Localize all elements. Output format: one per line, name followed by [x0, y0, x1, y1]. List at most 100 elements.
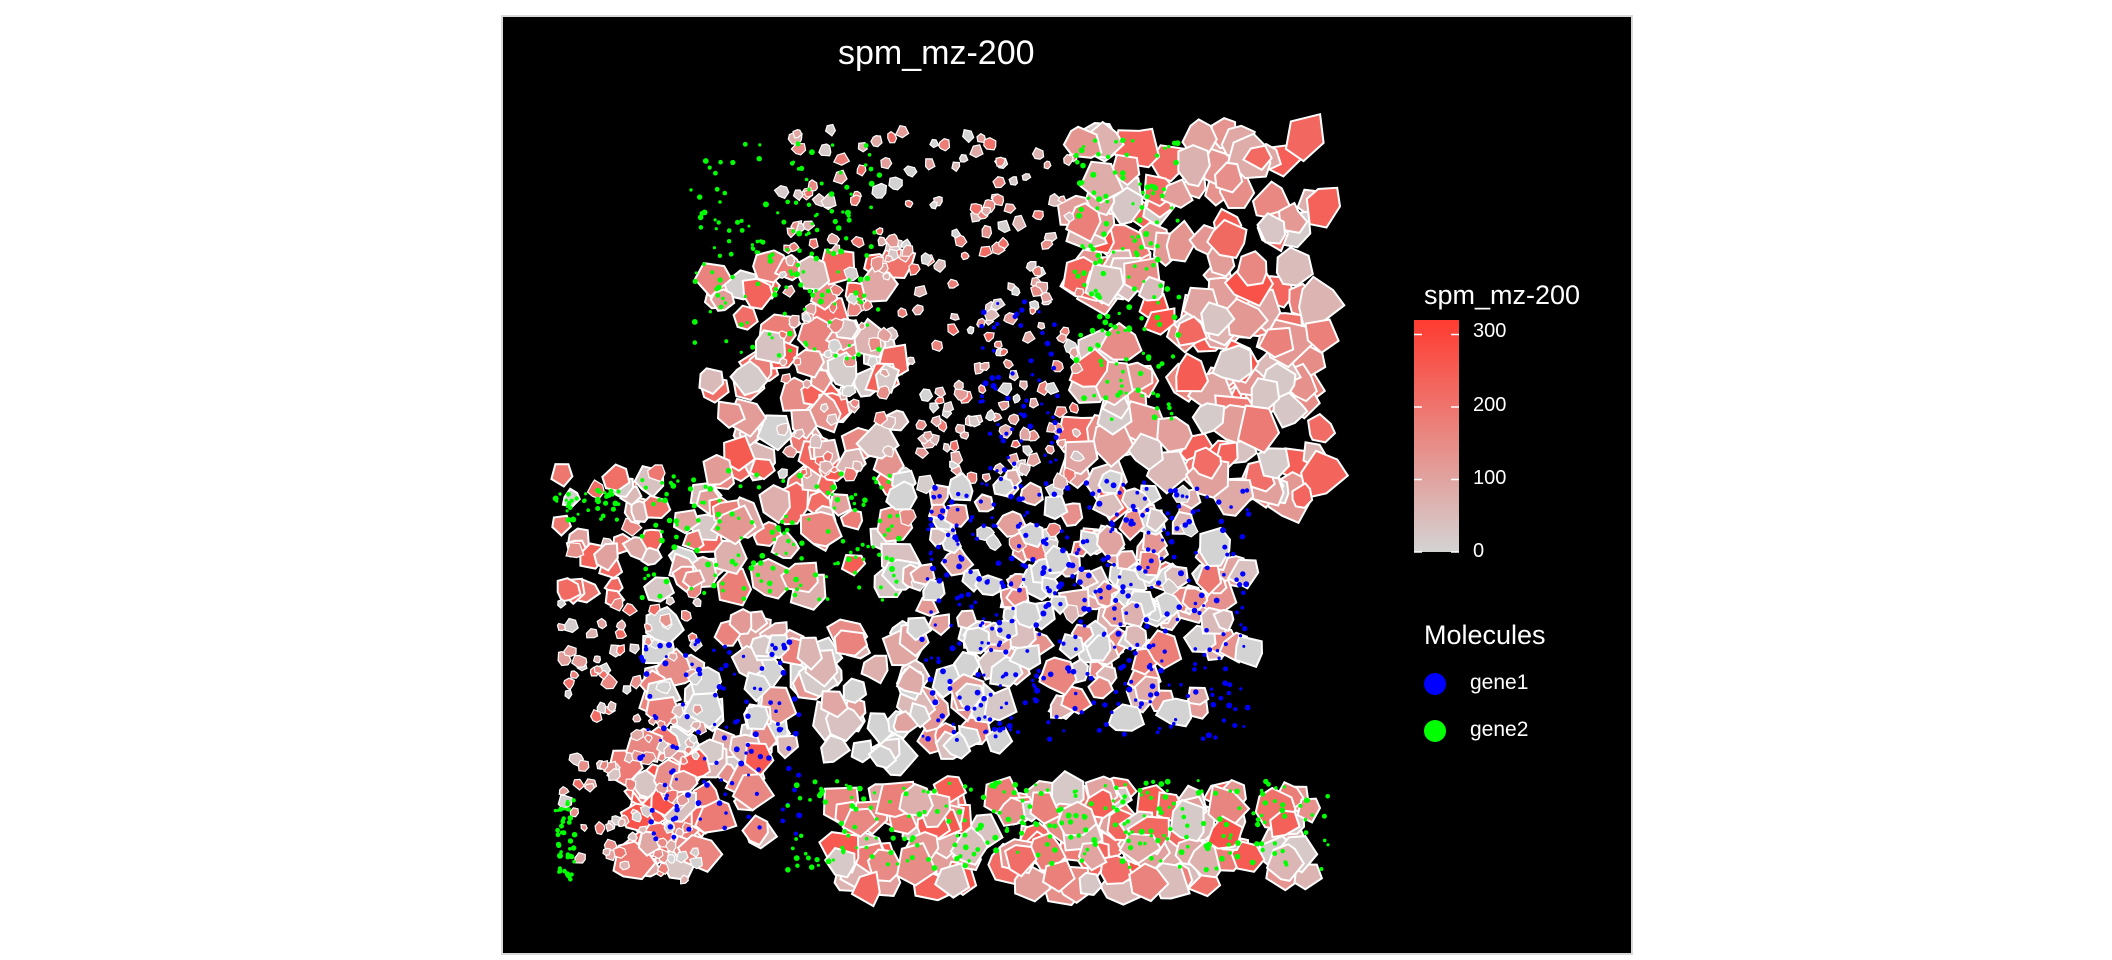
molecule-point [724, 811, 728, 815]
cell-polygon [934, 386, 947, 399]
molecule-point [674, 534, 679, 540]
molecule-point [1172, 487, 1178, 494]
molecule-point [686, 542, 691, 546]
molecule-point [1195, 789, 1202, 796]
molecule-point [1123, 830, 1128, 834]
molecule-point [793, 855, 800, 861]
molecule-point [985, 840, 990, 845]
molecule-point [684, 714, 690, 720]
cell-polygon [903, 165, 918, 178]
molecule-point [644, 644, 648, 649]
molecule-point [1041, 565, 1047, 571]
colorbar [1414, 320, 1459, 552]
molecule-point [1177, 605, 1181, 610]
molecule-point [1180, 807, 1185, 811]
molecule-point [1231, 551, 1236, 557]
molecule-point [1082, 282, 1087, 288]
molecule-point [1237, 806, 1242, 811]
molecule-point [1114, 807, 1120, 813]
colorbar-tick-label: 100 [1473, 467, 1507, 489]
molecule-point [815, 212, 819, 217]
cell-polygon [829, 283, 844, 296]
molecule-point [1217, 816, 1223, 822]
molecule-point [671, 834, 677, 840]
molecule-point [796, 812, 803, 819]
molecule-point [1008, 728, 1013, 732]
molecule-point [756, 485, 762, 490]
molecule-point [1022, 563, 1027, 568]
molecule-point [1076, 833, 1082, 838]
molecule-point [770, 252, 775, 257]
molecule-point [1145, 507, 1150, 513]
molecule-point [995, 469, 999, 473]
molecule-point [886, 480, 891, 484]
molecule-point [743, 294, 747, 299]
plot-title: spm_mz-200 [838, 34, 1035, 72]
molecule-point [729, 781, 735, 786]
molecule-point [673, 815, 679, 821]
molecule-point [1105, 563, 1110, 568]
molecule-point [862, 497, 868, 504]
molecule-point [687, 486, 694, 492]
molecule-point [995, 321, 1000, 327]
cell-polygon [933, 862, 971, 899]
cell-polygon [947, 323, 960, 337]
molecule-point [1125, 819, 1131, 824]
molecule-point [562, 807, 566, 811]
cell-polygon [976, 132, 986, 144]
molecule-point [1214, 866, 1219, 871]
molecule-point [723, 662, 729, 669]
molecule-point [844, 356, 849, 361]
molecule-point [1051, 491, 1058, 497]
molecule-point [1019, 820, 1025, 825]
molecule-point [939, 517, 943, 521]
molecule-point [1156, 321, 1163, 327]
molecule-point [1035, 852, 1041, 858]
cell-polygon [749, 557, 795, 600]
molecule-point [1218, 518, 1225, 525]
cell-polygon [947, 278, 960, 289]
molecule-point [1222, 680, 1228, 686]
molecule-point [739, 228, 745, 233]
molecule-point [792, 592, 798, 598]
molecule-point [724, 725, 729, 729]
molecule-point [1081, 813, 1086, 818]
cell-polygon [850, 870, 881, 908]
molecule-point [1065, 535, 1070, 540]
molecule-point [808, 798, 812, 802]
molecule-point [1168, 826, 1173, 832]
cell-polygon [1022, 445, 1034, 457]
molecule-point [777, 701, 782, 706]
molecule-point [586, 508, 590, 512]
molecule-point [567, 505, 573, 511]
molecule-point [781, 642, 787, 648]
molecule-point [1072, 705, 1078, 712]
molecule-point [907, 814, 911, 819]
molecule-point [784, 569, 789, 574]
cell-polygon [612, 846, 627, 859]
molecule-point [1144, 486, 1149, 491]
molecule-point [1112, 523, 1116, 527]
molecule-point [691, 505, 695, 509]
molecule-point [1170, 206, 1174, 210]
molecule-point [695, 800, 702, 806]
molecule-point [673, 518, 680, 524]
cell-polygon [875, 227, 884, 236]
cell-polygon [983, 331, 995, 343]
molecule-point [1033, 821, 1040, 828]
molecule-point [872, 230, 877, 235]
molecule-point [1128, 647, 1132, 651]
molecule-point [758, 687, 763, 691]
molecule-point [1141, 190, 1145, 195]
molecule-point [1059, 529, 1064, 534]
molecule-point [555, 832, 561, 838]
cell-polygon [623, 752, 634, 764]
molecule-point [1186, 578, 1191, 583]
molecule-point [1240, 605, 1244, 610]
molecule-point [691, 319, 698, 325]
molecule-point [1156, 806, 1162, 812]
molecule-point [980, 346, 985, 350]
molecule-point [1087, 346, 1094, 352]
molecule-point [1194, 551, 1198, 555]
molecule-point [915, 843, 920, 848]
